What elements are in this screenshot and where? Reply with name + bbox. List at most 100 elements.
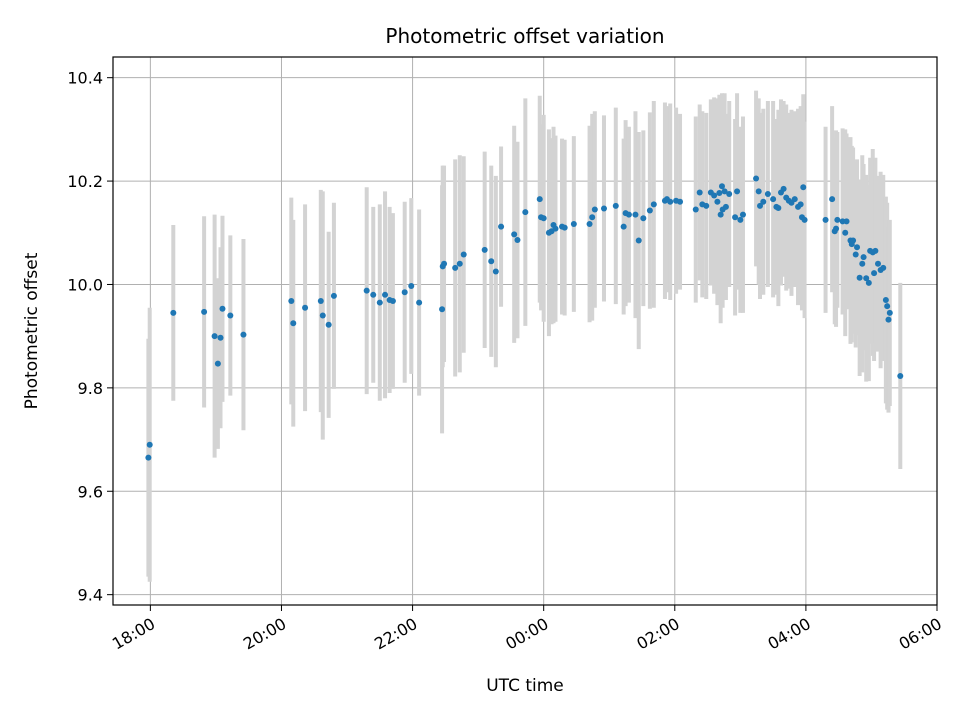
data-point xyxy=(170,309,177,316)
data-point xyxy=(219,305,226,312)
y-axis-ticks: 9.4 9.6 9.8 10.0 10.2 10.4 xyxy=(67,69,113,605)
data-point xyxy=(492,268,499,275)
data-point xyxy=(591,206,598,213)
y-tick-label: 9.4 xyxy=(78,586,103,605)
data-point xyxy=(863,275,870,282)
data-point xyxy=(764,191,771,197)
data-point xyxy=(290,320,297,327)
data-point xyxy=(842,229,849,236)
data-point xyxy=(822,216,829,223)
data-point xyxy=(880,264,887,271)
data-point xyxy=(734,188,741,195)
data-point xyxy=(860,254,867,261)
data-point xyxy=(677,198,684,205)
data-point xyxy=(711,192,718,199)
data-point xyxy=(865,279,872,286)
data-point xyxy=(726,191,733,197)
data-point xyxy=(667,198,674,205)
data-point xyxy=(522,209,529,216)
data-point xyxy=(885,316,892,323)
data-point xyxy=(884,303,891,310)
data-point xyxy=(714,198,721,205)
data-point xyxy=(760,198,767,205)
data-point xyxy=(330,292,337,299)
data-point xyxy=(635,237,642,244)
data-point xyxy=(460,251,467,258)
x-axis-label: UTC time xyxy=(486,676,564,696)
data-point xyxy=(640,215,647,222)
data-point xyxy=(875,260,882,267)
data-point xyxy=(757,202,764,209)
y-tick-label: 9.6 xyxy=(78,482,103,501)
data-point xyxy=(217,334,224,341)
data-point xyxy=(439,306,446,313)
data-point xyxy=(850,237,857,244)
data-point xyxy=(382,291,389,298)
data-point xyxy=(540,215,547,222)
chart-title: Photometric offset variation xyxy=(385,24,664,48)
data-point xyxy=(561,224,568,231)
data-point xyxy=(856,274,863,281)
data-point xyxy=(288,298,295,305)
data-point xyxy=(753,175,760,182)
data-point xyxy=(871,270,878,277)
data-point xyxy=(780,185,787,192)
data-point xyxy=(416,299,423,306)
data-point xyxy=(586,220,593,227)
data-point xyxy=(401,289,408,296)
data-point xyxy=(319,312,326,319)
data-point xyxy=(696,189,703,196)
data-point xyxy=(834,216,841,223)
data-point xyxy=(612,202,619,209)
data-point xyxy=(376,299,383,306)
data-point xyxy=(737,216,744,223)
data-point xyxy=(408,283,415,290)
data-point xyxy=(872,247,879,254)
data-point xyxy=(214,360,221,367)
data-point xyxy=(632,211,639,218)
data-point xyxy=(325,321,332,328)
data-point xyxy=(511,231,518,238)
data-point xyxy=(370,291,377,298)
data-point xyxy=(620,223,627,230)
data-point xyxy=(897,372,904,379)
y-tick-label: 9.8 xyxy=(78,379,103,398)
data-point xyxy=(829,196,836,203)
y-tick-label: 10.2 xyxy=(67,172,103,191)
data-point xyxy=(716,189,723,196)
data-point xyxy=(770,196,777,203)
y-tick-label: 10.4 xyxy=(67,69,103,88)
data-point xyxy=(302,304,309,311)
data-point xyxy=(739,211,746,218)
data-point xyxy=(146,441,153,448)
data-point xyxy=(363,287,370,294)
data-point xyxy=(854,244,861,251)
data-point xyxy=(703,202,710,209)
data-point xyxy=(882,296,889,303)
data-point xyxy=(721,188,728,195)
data-point xyxy=(775,204,782,211)
data-point xyxy=(801,216,808,223)
data-point xyxy=(886,309,893,316)
data-point xyxy=(843,218,850,225)
data-point xyxy=(552,225,559,232)
data-point xyxy=(211,333,218,340)
data-point xyxy=(570,220,577,227)
data-point xyxy=(800,184,807,191)
data-point xyxy=(625,211,632,218)
data-point xyxy=(755,188,762,195)
data-point xyxy=(452,264,459,271)
data-point xyxy=(717,211,724,218)
data-point xyxy=(145,454,152,461)
data-point xyxy=(797,201,804,208)
data-point xyxy=(646,207,653,214)
data-point xyxy=(227,312,234,319)
data-point xyxy=(833,225,840,232)
data-point xyxy=(589,214,596,221)
data-point xyxy=(240,331,247,338)
data-point xyxy=(692,206,699,213)
y-tick-label: 10.0 xyxy=(67,275,103,294)
data-point xyxy=(456,260,463,267)
